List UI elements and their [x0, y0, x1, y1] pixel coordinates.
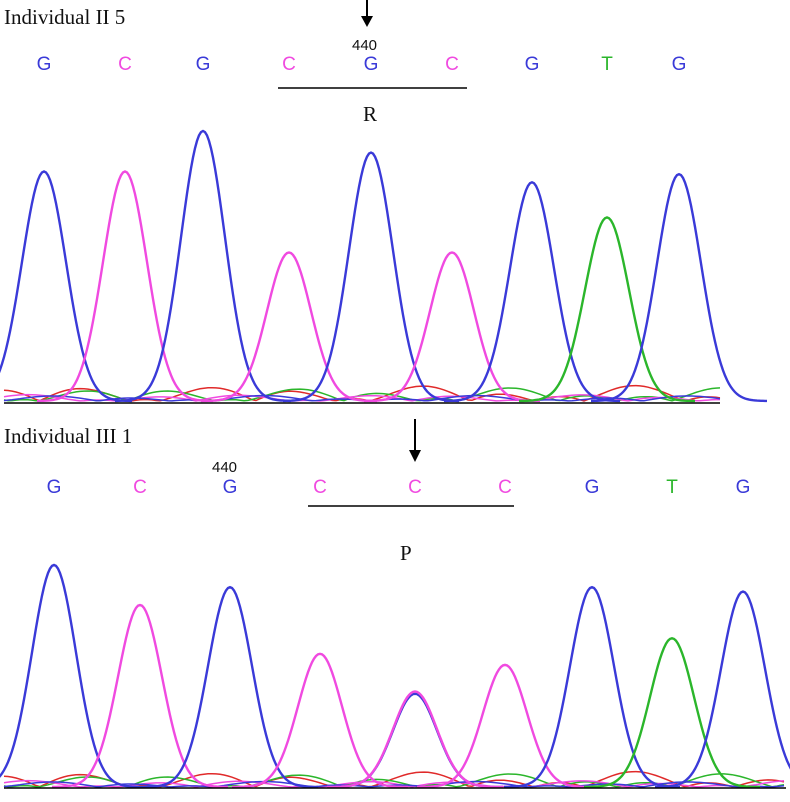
- base-call-7: G: [585, 477, 600, 498]
- panel-2-individual-label: Individual III 1: [4, 424, 132, 448]
- panel-1-mutation-arrow: [361, 0, 373, 27]
- peak-7: [504, 585, 680, 789]
- base-call-8: T: [666, 477, 678, 498]
- peak-3: [115, 129, 291, 403]
- peak-7: [444, 180, 620, 403]
- base-call-7: G: [525, 54, 540, 75]
- base-call-5: C: [408, 477, 422, 498]
- base-call-3: G: [196, 54, 211, 75]
- base-call-9: G: [736, 477, 751, 498]
- panel-1-traces: [0, 129, 767, 403]
- noise-trace-g: [3, 780, 785, 788]
- base-call-1: G: [47, 477, 62, 498]
- peak-8: [583, 637, 761, 789]
- peak-6: [416, 663, 594, 789]
- panel-1-individual-label: Individual II 5: [4, 5, 125, 29]
- base-call-4: C: [282, 54, 296, 75]
- peak-9: [591, 172, 767, 403]
- panel-1-position-label: 440: [352, 37, 377, 54]
- peak-3: [142, 585, 318, 789]
- panel-2-position-label: 440: [212, 459, 237, 476]
- base-call-1: G: [37, 54, 52, 75]
- peak-9: [655, 590, 790, 789]
- panel-1-amino-acid-label: R: [363, 102, 377, 126]
- peak-5: [327, 690, 503, 789]
- base-call-4: C: [313, 477, 327, 498]
- peak-2: [52, 603, 228, 789]
- peak-4: [200, 251, 378, 403]
- base-call-3: G: [223, 477, 238, 498]
- base-call-5: G: [364, 54, 379, 75]
- peak-1: [0, 563, 142, 789]
- base-call-6: C: [498, 477, 512, 498]
- base-call-2: C: [133, 477, 147, 498]
- peak-2: [37, 170, 213, 403]
- base-call-2: C: [118, 54, 132, 75]
- base-call-6: C: [445, 54, 459, 75]
- peak-1: [0, 170, 132, 403]
- peak-6: [363, 251, 541, 403]
- base-call-9: G: [672, 54, 687, 75]
- base-call-8: T: [601, 54, 613, 75]
- peak-4: [231, 652, 409, 789]
- peak-8: [519, 216, 695, 403]
- panel-2-traces: [0, 563, 790, 789]
- panel-2-mutation-arrow: [409, 419, 421, 462]
- panel-2-amino-acid-label: P: [400, 541, 412, 565]
- peak-5: [283, 151, 459, 403]
